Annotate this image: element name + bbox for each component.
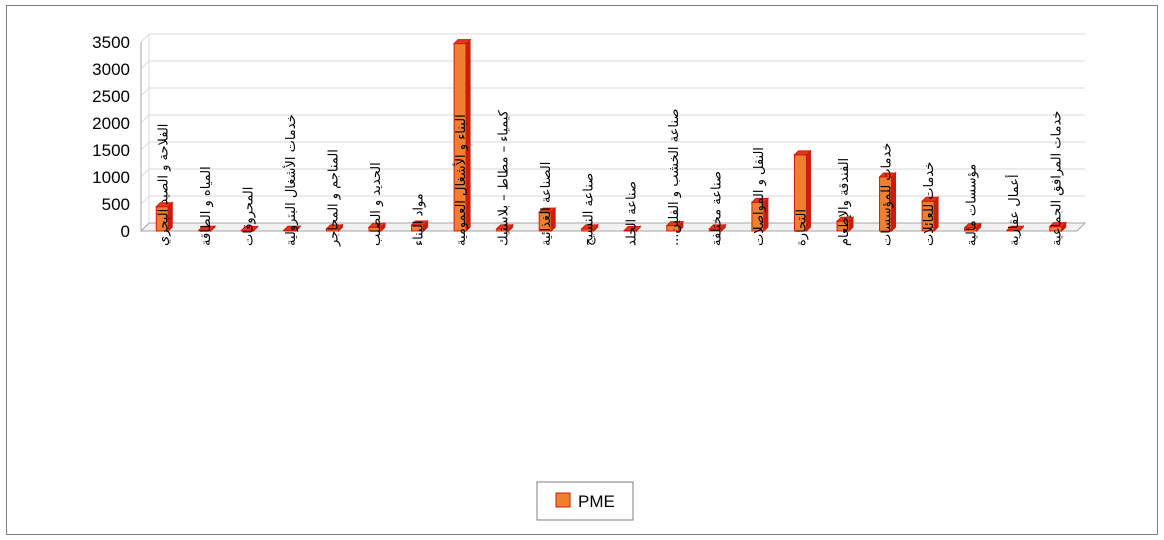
chart-area [6,5,1158,535]
x-category-label: كيمياء – مطاط – بلاستيك [497,109,512,246]
bar-top [367,222,387,228]
bar [1048,221,1067,233]
x-category-label: الفندقة والإطعام [837,158,852,246]
legend-swatch-pme [555,492,571,508]
bar-top [1048,222,1067,228]
bar [920,196,940,233]
bar [665,220,685,233]
x-category-label: خدمات للعائلات [922,162,937,246]
bar-top [793,150,812,156]
x-category-label: الفلاحة و الصيد البحري [156,124,171,246]
bar-top [410,220,429,226]
x-category-label: صناعة مختلفة [709,171,724,246]
bar [282,224,302,233]
bar-top [920,196,940,202]
floor [139,222,1087,232]
gridlines [140,33,1085,232]
x-category-label: المحروقات [241,187,256,246]
legend: PME [536,481,634,521]
y-tick-label: 0 [121,222,130,241]
bar [1005,224,1025,233]
x-category-label: خدمات للمؤسسات [880,143,895,246]
bar-top [835,216,855,222]
bar-top [197,225,217,231]
bar-top [537,207,557,213]
bar [878,171,897,233]
series-bars [155,38,1067,233]
y-tick-label: 1500 [92,141,130,160]
x-axis-category-labels: الفلاحة و الصيد البحري المياه و الطاقة الم… [156,109,1064,247]
bar-top [495,224,514,230]
bar [495,223,514,233]
y-tick-label: 3000 [92,60,130,79]
bar [155,201,174,233]
gridline-depth [140,141,150,151]
x-category-label: المياه و الطاقة [199,166,214,246]
bar-top [665,221,685,227]
bar-top [878,172,897,178]
bar-top [708,224,727,230]
bar [835,216,855,233]
x-category-label: مؤسسات مالية [965,164,980,246]
x-category-label: صناعة النسيج [582,173,597,246]
y-tick-label: 1000 [92,168,130,187]
y-tick-label: 2000 [92,114,130,133]
gridline-depth [140,60,150,70]
x-category-label: مواد البناء [412,193,427,246]
bar-top [750,197,770,203]
bar [708,223,727,233]
bar [452,38,472,233]
bar [623,225,642,233]
bar [410,219,429,233]
y-tick-label: 3500 [92,33,130,52]
bar [537,206,557,233]
bar [325,223,344,233]
gridline-depth [140,195,150,205]
y-tick-label: 2500 [92,87,130,106]
x-category-label: الحديد و الصلب [369,162,384,246]
bar-top [240,225,259,231]
bar [367,222,387,233]
legend-label-pme: PME [578,492,615,511]
x-category-label: أعمال عقارية [1005,174,1022,246]
bar-top [452,39,472,45]
x-category-label: المناجم و المحاجر [326,149,341,247]
gridline-depth [140,114,150,124]
x-category-label: صناعة الخشب و الفلين... [667,109,682,246]
y-tick-label: 500 [102,195,130,214]
bar [580,223,599,233]
bar-top [1005,225,1025,231]
x-category-label: التجارة [794,209,809,246]
bar [793,149,812,233]
gridline-depth [140,87,150,97]
x-category-label: خدمات المرافق الجماعية [1050,111,1065,246]
bar [240,225,259,233]
y-axis-tick-labels: 0 500 1000 1500 2000 2500 3000 3500 [92,33,130,241]
bar-top [325,224,344,230]
bar [963,222,982,233]
bar-top [282,225,302,231]
x-category-label: الصناعة الغذائية [539,162,554,246]
bar [197,224,217,233]
bar-top [580,224,599,230]
x-category-label: خدمات الأشغال البترولية [282,114,299,246]
bar-top [623,225,642,231]
bar [750,197,770,233]
x-category-label: البناء و الأشغال العمومية [452,114,469,246]
bar-top [963,223,982,229]
x-category-label: صناعة الجلد [624,181,639,246]
bar-top [155,202,174,208]
gridline-depth [140,33,150,43]
legend-box [536,481,634,521]
gridline-depth [140,168,150,178]
axes [139,34,1087,232]
x-category-label: النقل و المواصلات [752,147,767,246]
